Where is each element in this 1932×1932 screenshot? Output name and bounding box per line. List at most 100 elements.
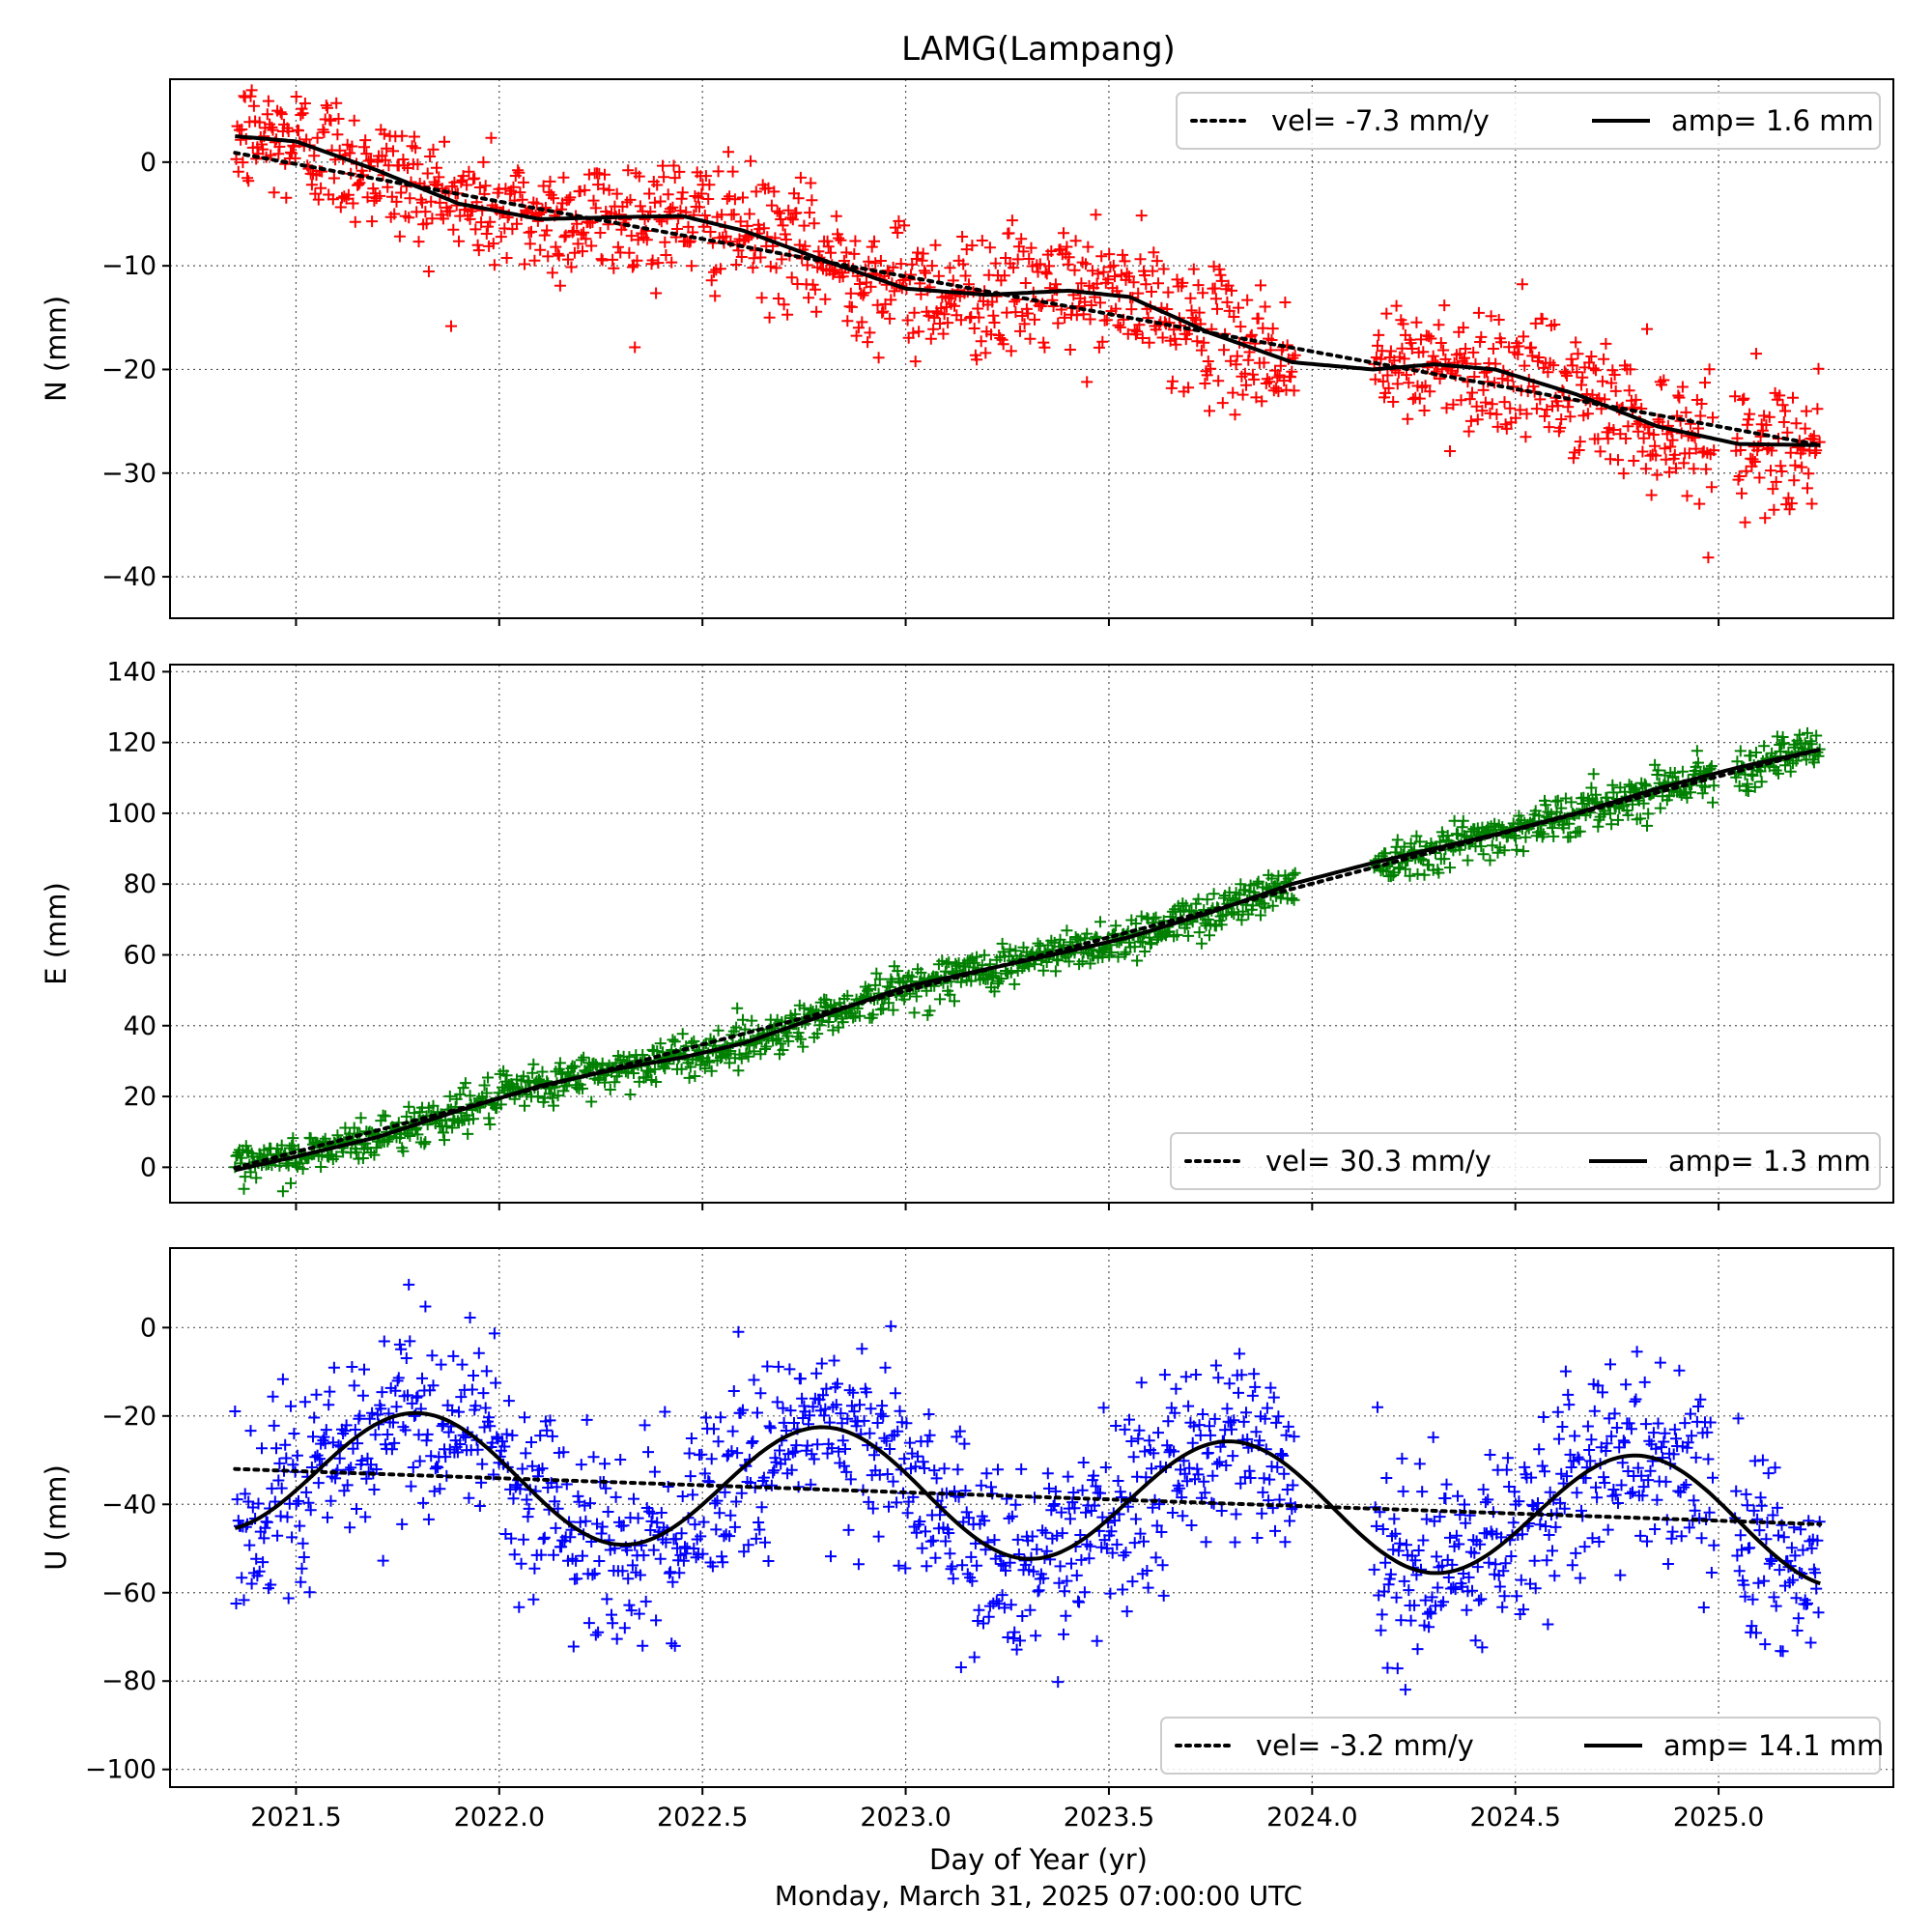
data-point — [570, 1554, 582, 1567]
data-point — [752, 1406, 763, 1419]
data-point — [572, 1490, 584, 1502]
data-point — [399, 1424, 412, 1436]
data-point — [1525, 341, 1538, 354]
data-point — [238, 1182, 250, 1195]
data-point — [777, 1044, 789, 1056]
data-point — [1229, 1536, 1241, 1548]
data-point — [1493, 1580, 1506, 1593]
data-point — [671, 1542, 683, 1554]
data-point — [833, 232, 845, 244]
data-point — [1286, 365, 1298, 378]
data-point — [1242, 354, 1255, 366]
data-point — [628, 1067, 639, 1079]
data-point — [1570, 336, 1582, 349]
data-point — [1432, 1581, 1444, 1594]
data-point — [351, 1503, 362, 1515]
data-point — [809, 283, 821, 296]
data-point — [810, 305, 823, 318]
data-point — [472, 244, 485, 257]
data-point — [1586, 1532, 1599, 1545]
data-point — [923, 1429, 936, 1441]
data-point — [1739, 516, 1751, 528]
data-point — [1668, 767, 1681, 779]
data-point — [273, 140, 286, 153]
data-point — [548, 1099, 559, 1112]
data-point — [1397, 318, 1409, 330]
data-point — [595, 253, 608, 266]
data-point — [1484, 854, 1496, 867]
data-point — [516, 1463, 528, 1475]
data-point — [554, 1057, 566, 1069]
data-point — [376, 1386, 388, 1399]
data-point — [889, 1387, 901, 1400]
data-point — [731, 1002, 744, 1014]
data-point — [1741, 778, 1753, 790]
data-point — [908, 1007, 921, 1019]
data-point — [1748, 456, 1761, 468]
data-point — [266, 1482, 278, 1494]
data-point — [1452, 1490, 1463, 1502]
data-point — [1630, 393, 1642, 406]
data-point — [954, 314, 967, 327]
data-point — [293, 125, 304, 137]
data-point — [296, 1562, 308, 1575]
y-tick-label: −60 — [101, 1578, 156, 1608]
data-point — [1740, 1488, 1752, 1500]
data-point — [683, 236, 696, 248]
data-point — [1632, 425, 1644, 438]
data-point — [1639, 780, 1652, 792]
data-point — [1704, 762, 1717, 775]
data-point — [261, 1516, 273, 1528]
data-point — [1459, 1498, 1470, 1511]
data-point — [464, 213, 476, 225]
data-point — [685, 1433, 697, 1444]
data-point — [944, 988, 956, 1001]
data-point — [1399, 863, 1411, 875]
data-point — [541, 224, 554, 237]
data-point — [737, 191, 749, 204]
data-point — [1645, 489, 1658, 501]
data-point — [1404, 869, 1416, 882]
data-point — [1062, 1470, 1074, 1483]
data-point — [953, 1425, 966, 1437]
data-point — [865, 280, 877, 293]
x-axis-label: Day of Year (yr) — [929, 1843, 1148, 1876]
data-point — [463, 165, 475, 178]
data-point — [1221, 1403, 1234, 1415]
data-point — [702, 193, 715, 205]
data-point — [589, 202, 602, 214]
data-point — [1765, 1552, 1776, 1565]
data-point — [885, 294, 897, 306]
up-velocity-trend-line — [233, 1466, 1823, 1526]
data-point — [697, 1516, 710, 1528]
data-point — [1096, 335, 1109, 348]
data-point — [746, 1436, 758, 1449]
data-point — [1131, 326, 1144, 338]
data-point — [305, 179, 318, 191]
north-grid — [170, 79, 1893, 618]
data-point — [308, 150, 321, 162]
data-point — [1221, 296, 1234, 308]
data-point — [1670, 1433, 1682, 1445]
data-point — [270, 1442, 282, 1455]
data-point — [1519, 1461, 1531, 1473]
data-point — [684, 1061, 696, 1073]
data-point — [1228, 311, 1240, 323]
data-point — [1147, 1501, 1159, 1514]
data-point — [1061, 1575, 1073, 1587]
data-point — [631, 254, 643, 267]
data-point — [1376, 1608, 1388, 1621]
data-point — [1417, 1534, 1430, 1547]
data-point — [371, 156, 384, 168]
data-point — [405, 1480, 417, 1492]
data-point — [1146, 286, 1157, 298]
data-point — [939, 1535, 952, 1548]
data-point — [468, 1113, 479, 1125]
data-point — [1598, 1471, 1610, 1484]
data-point — [382, 1429, 394, 1440]
data-point — [480, 1087, 493, 1099]
data-point — [1541, 1554, 1553, 1567]
data-point — [822, 241, 835, 253]
data-point — [864, 327, 876, 339]
